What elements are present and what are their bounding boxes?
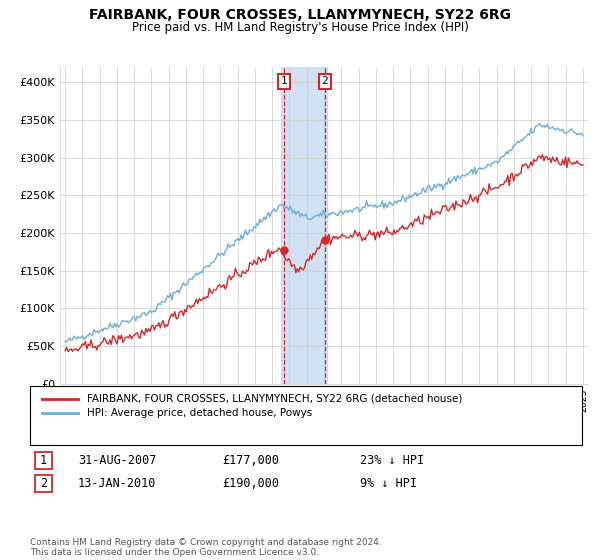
Text: Price paid vs. HM Land Registry's House Price Index (HPI): Price paid vs. HM Land Registry's House … <box>131 21 469 34</box>
Text: 2: 2 <box>322 76 328 86</box>
Text: 23% ↓ HPI: 23% ↓ HPI <box>360 454 424 468</box>
Text: £190,000: £190,000 <box>222 477 279 490</box>
Text: 2: 2 <box>40 477 47 490</box>
Text: Contains HM Land Registry data © Crown copyright and database right 2024.
This d: Contains HM Land Registry data © Crown c… <box>30 538 382 557</box>
Text: FAIRBANK, FOUR CROSSES, LLANYMYNECH, SY22 6RG: FAIRBANK, FOUR CROSSES, LLANYMYNECH, SY2… <box>89 8 511 22</box>
Text: HPI: Average price, detached house, Powys: HPI: Average price, detached house, Powy… <box>87 408 312 418</box>
Text: 31-AUG-2007: 31-AUG-2007 <box>78 454 157 468</box>
Text: 1: 1 <box>40 454 47 468</box>
Text: 13-JAN-2010: 13-JAN-2010 <box>78 477 157 490</box>
Text: £177,000: £177,000 <box>222 454 279 468</box>
Bar <box>281 67 328 384</box>
Text: 9% ↓ HPI: 9% ↓ HPI <box>360 477 417 490</box>
Text: 1: 1 <box>280 76 287 86</box>
Text: FAIRBANK, FOUR CROSSES, LLANYMYNECH, SY22 6RG (detached house): FAIRBANK, FOUR CROSSES, LLANYMYNECH, SY2… <box>87 394 463 404</box>
